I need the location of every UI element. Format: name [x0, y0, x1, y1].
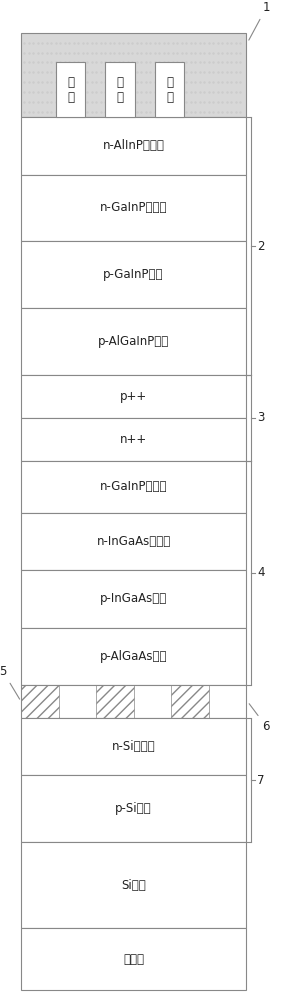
Text: 2: 2: [257, 240, 265, 253]
Bar: [21, 928, 246, 990]
Text: 3: 3: [257, 411, 264, 424]
Bar: [21, 718, 246, 775]
Text: p-InGaAs基区: p-InGaAs基区: [100, 592, 167, 605]
Text: 1: 1: [249, 1, 270, 40]
Text: n-InGaAs发射区: n-InGaAs发射区: [96, 535, 171, 548]
Text: p-GaInP基区: p-GaInP基区: [103, 268, 164, 281]
Text: n++: n++: [120, 433, 147, 446]
Bar: [21, 33, 246, 117]
Text: n-AlInP窗口层: n-AlInP窗口层: [103, 139, 164, 152]
Text: p++: p++: [120, 390, 147, 403]
Text: 电
极: 电 极: [117, 76, 124, 104]
Text: 4: 4: [257, 566, 265, 579]
Bar: [56, 62, 85, 117]
Bar: [155, 62, 184, 117]
Bar: [105, 62, 135, 117]
Bar: [21, 842, 246, 928]
Bar: [21, 418, 246, 461]
Bar: [21, 570, 246, 628]
Bar: [21, 308, 246, 375]
Text: 7: 7: [257, 774, 265, 787]
Text: p-AlGaInP背场: p-AlGaInP背场: [98, 335, 169, 348]
Text: p-Si基区: p-Si基区: [115, 802, 152, 815]
Text: 电
极: 电 极: [67, 76, 74, 104]
Bar: [96, 685, 133, 718]
Bar: [21, 461, 246, 513]
Bar: [21, 375, 246, 418]
Text: n-GaInP发射区: n-GaInP发射区: [100, 201, 167, 214]
Bar: [21, 241, 246, 308]
Text: n-Si发射区: n-Si发射区: [112, 740, 155, 753]
Bar: [21, 628, 246, 685]
Text: 电
极: 电 极: [166, 76, 173, 104]
Text: p-AlGaAs背场: p-AlGaAs背场: [100, 650, 167, 663]
Bar: [21, 775, 246, 842]
Bar: [21, 117, 246, 175]
Bar: [21, 685, 58, 718]
Text: Si衬底: Si衬底: [121, 879, 146, 892]
Text: 6: 6: [249, 704, 270, 733]
Text: 5: 5: [0, 665, 20, 699]
Bar: [171, 685, 208, 718]
Bar: [21, 513, 246, 570]
Text: 下电极: 下电极: [123, 953, 144, 966]
Bar: [21, 685, 246, 718]
Bar: [21, 175, 246, 241]
Text: n-GaInP窗口层: n-GaInP窗口层: [100, 480, 167, 493]
